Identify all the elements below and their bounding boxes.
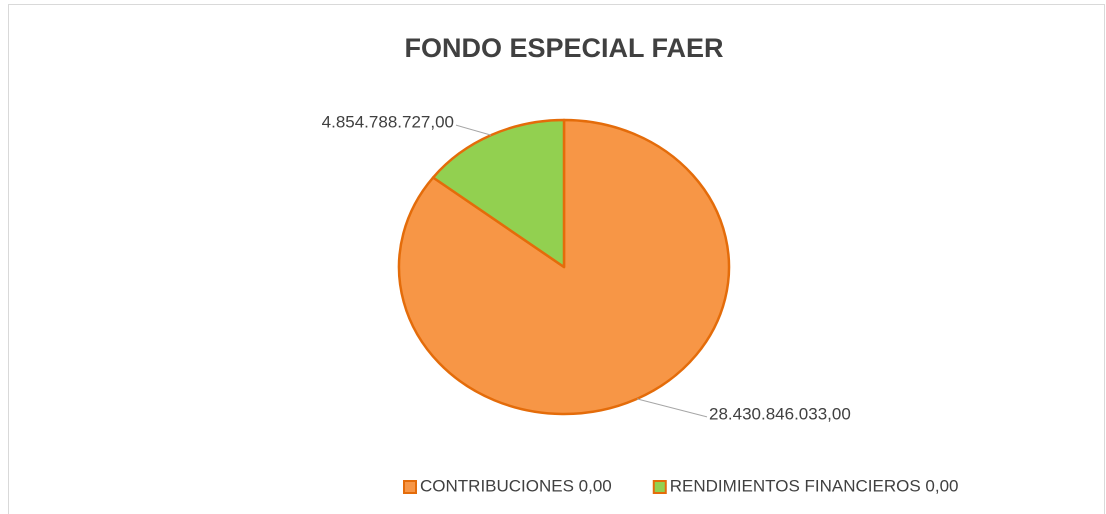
legend-swatch bbox=[403, 480, 417, 494]
legend-label: CONTRIBUCIONES 0,00 bbox=[420, 476, 612, 495]
data-label: 4.854.788.727,00 bbox=[322, 113, 454, 132]
leader-line bbox=[455, 124, 492, 136]
pie-slice bbox=[397, 118, 731, 416]
pie-slice bbox=[431, 118, 566, 269]
chart-title: FONDO ESPECIAL FAER bbox=[404, 33, 723, 63]
data-label: 28.430.846.033,00 bbox=[709, 404, 851, 423]
legend-label: RENDIMIENTOS FINANCIEROS 0,00 bbox=[670, 476, 959, 495]
legend-swatch bbox=[652, 480, 667, 494]
leader-line bbox=[636, 398, 708, 418]
